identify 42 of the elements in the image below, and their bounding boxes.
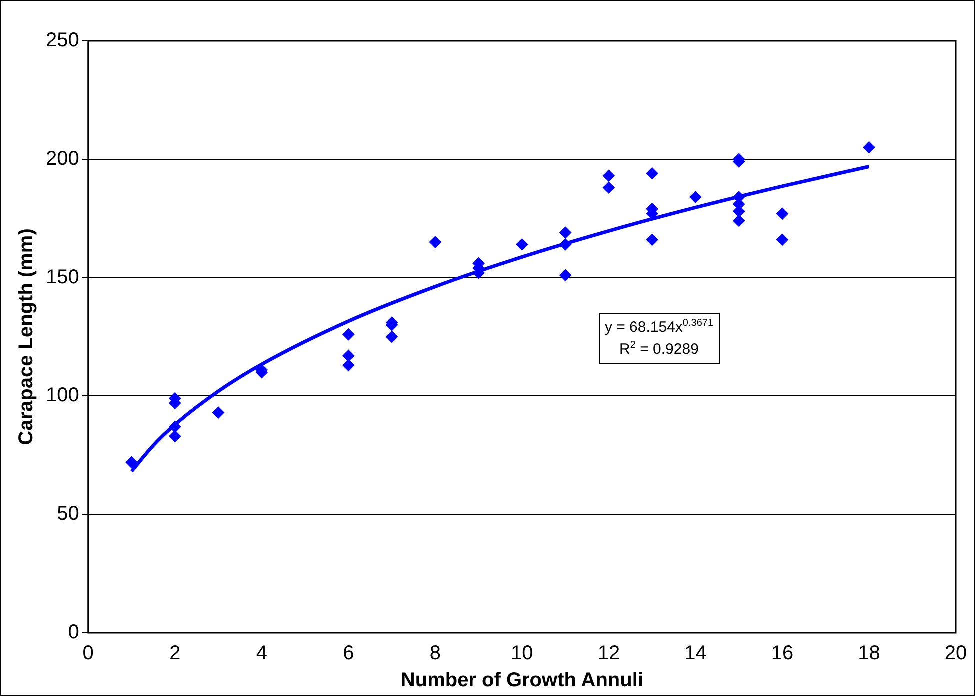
point — [386, 331, 398, 343]
x-tick-label: 0 — [82, 642, 94, 665]
point — [602, 170, 615, 182]
point — [863, 142, 876, 154]
y-tick-label: 150 — [46, 266, 80, 288]
y-tick-label: 250 — [46, 30, 80, 52]
x-axis-title: Number of Growth Annuli — [400, 670, 644, 692]
point — [733, 214, 746, 227]
point — [690, 191, 702, 204]
point — [646, 234, 658, 246]
x-tick-label: 10 — [511, 642, 534, 665]
line-series — [130, 164, 871, 474]
annotation: R$^{2}$ = 0.9289 — [618, 338, 700, 360]
x-tick-label: 12 — [598, 642, 620, 665]
x-tick-label: 2 — [170, 642, 181, 665]
annotation: y = 68.154x$^{0.3671}$ — [604, 317, 714, 338]
x-tick-label: 16 — [771, 642, 794, 665]
point — [126, 456, 138, 469]
point — [776, 234, 788, 246]
x-tick-label: 6 — [343, 642, 354, 665]
point — [342, 350, 355, 362]
point — [560, 269, 572, 282]
point — [646, 168, 658, 180]
x-tick-label: 8 — [430, 642, 441, 665]
x-tick-label: 20 — [944, 642, 968, 665]
point — [169, 430, 182, 442]
point — [212, 406, 225, 419]
y-tick-label: 0 — [68, 622, 80, 644]
point — [602, 182, 615, 194]
point — [516, 238, 528, 251]
y-axis-title: Carapace Length (mm) — [16, 228, 38, 446]
x-tick-label: 4 — [256, 642, 268, 665]
point — [776, 208, 788, 220]
x-tick-label: 18 — [858, 642, 880, 665]
y-tick-label: 100 — [46, 384, 80, 407]
y-tick-label: 200 — [46, 148, 80, 170]
point — [560, 226, 572, 239]
point — [429, 236, 442, 248]
x-tick-label: 14 — [684, 642, 707, 665]
point — [342, 328, 355, 341]
y-tick-label: 50 — [57, 503, 80, 526]
point — [342, 359, 355, 372]
